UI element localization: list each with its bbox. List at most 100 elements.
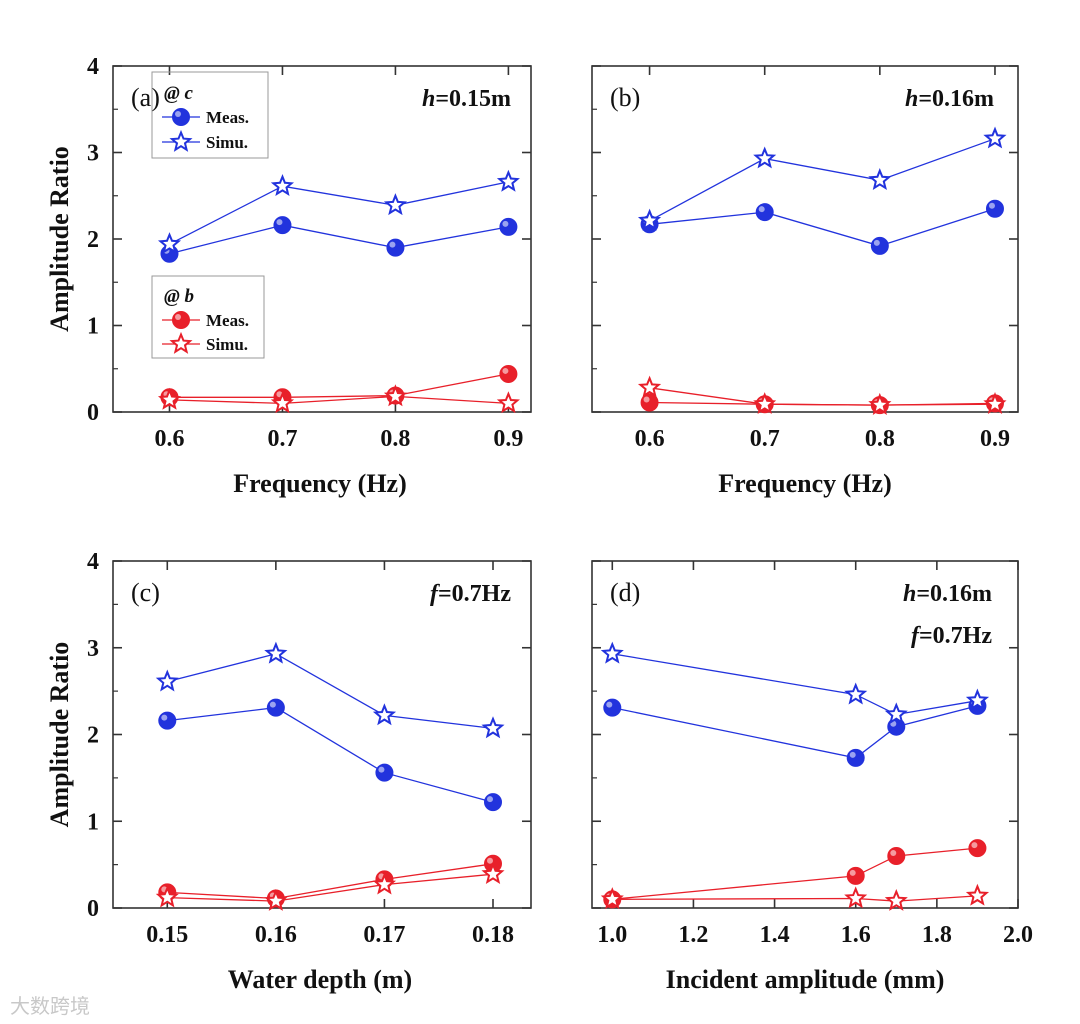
legend-box	[151, 71, 269, 159]
data-point	[965, 688, 990, 711]
annotation: f=0.7Hz	[430, 581, 511, 607]
data-point	[496, 169, 520, 192]
data-point	[155, 669, 179, 692]
data-point	[884, 888, 908, 911]
data-point	[983, 126, 1007, 149]
x-axis-title: Incident amplitude (mm)	[666, 965, 945, 994]
x-tick-label: 0.6	[154, 426, 184, 452]
panel-tag: (d)	[610, 578, 640, 607]
series-line	[649, 138, 996, 222]
series-red-star	[637, 375, 1007, 415]
data-point	[603, 698, 622, 717]
data-point	[968, 839, 987, 858]
data-point	[983, 392, 1007, 415]
panel-tag: (b)	[610, 83, 640, 112]
x-tick-label: 2.0	[1003, 922, 1033, 948]
series-line	[649, 387, 996, 406]
data-point	[884, 702, 908, 725]
legend-label-meas: Meas.	[206, 108, 249, 127]
data-point	[755, 203, 774, 222]
data-point	[844, 886, 868, 909]
data-point	[499, 217, 518, 236]
legend-label-simu: Simu.	[206, 133, 248, 152]
x-tick-label: 0.6	[635, 426, 665, 452]
annotation: h=0.16m	[905, 86, 994, 112]
x-tick-label: 1.6	[841, 922, 871, 948]
data-point	[887, 846, 906, 865]
x-tick-label: 0.9	[493, 426, 523, 452]
data-point	[753, 392, 777, 415]
series-line	[169, 181, 509, 245]
data-point	[481, 862, 505, 885]
x-tick-label: 0.17	[363, 922, 405, 948]
data-point	[965, 883, 990, 906]
legend-b: @ b Meas. Simu.	[151, 275, 265, 359]
series-red-circle	[603, 839, 987, 909]
data-point	[637, 375, 662, 398]
x-axis-title: Frequency (Hz)	[233, 469, 407, 498]
x-axis-title: Water depth (m)	[228, 965, 412, 994]
panel-d: 1.0 1.2 1.4 1.6 1.8 2.0 Incident amplitude (mm…	[591, 560, 1033, 994]
series-line	[169, 373, 509, 398]
y-axis-title: Amplitude Ratio	[45, 642, 74, 828]
series-blue-star	[637, 126, 1007, 231]
legend-label-simu: Simu.	[206, 335, 248, 354]
data-point	[155, 885, 179, 908]
series-red-circle	[640, 393, 1004, 415]
x-tick-label: 1.2	[678, 922, 708, 948]
data-point	[372, 703, 397, 726]
data-point	[844, 682, 868, 705]
x-tick-label: 0.9	[980, 426, 1010, 452]
data-point	[375, 763, 394, 782]
data-point	[266, 698, 285, 717]
data-point	[600, 641, 624, 664]
series-blue-star	[600, 641, 990, 725]
data-point	[640, 393, 659, 412]
panel-a: 0 1 2 3 4 0.6 0.7 0.8 0.9 Frequency (Hz) Amplitude…	[45, 54, 532, 498]
x-tick-label: 0.15	[146, 922, 188, 948]
y-tick-label: 2	[87, 723, 99, 749]
data-point	[868, 392, 892, 415]
annotation: f=0.7Hz	[911, 623, 992, 649]
x-axis-title: Frequency (Hz)	[718, 469, 892, 498]
series-line	[167, 653, 494, 730]
data-point	[157, 232, 182, 255]
y-tick-label: 0	[87, 400, 99, 426]
data-point	[270, 391, 295, 414]
series-red-star	[155, 862, 505, 911]
series-line	[612, 653, 978, 716]
x-tick-label: 0.16	[255, 922, 297, 948]
legend-marker-circle	[172, 108, 190, 126]
series-blue-star	[157, 169, 520, 255]
data-point	[270, 174, 295, 197]
data-point	[481, 716, 505, 739]
x-tick-label: 0.18	[472, 922, 514, 948]
panel-b: 0.6 0.7 0.8 0.9 Frequency (Hz) (b) h=0.16m	[591, 65, 1019, 498]
series-blue-circle	[160, 216, 518, 263]
x-tick-label: 1.8	[922, 922, 952, 948]
legend-marker-circle	[172, 311, 190, 329]
series-red-star	[600, 883, 990, 911]
x-tick-label: 0.7	[750, 426, 780, 452]
y-tick-label: 3	[87, 141, 99, 167]
series-line	[167, 873, 494, 902]
data-point	[846, 748, 865, 767]
legend-marker-star	[169, 129, 193, 152]
series-blue-circle	[603, 696, 987, 767]
y-tick-label: 3	[87, 636, 99, 662]
legend-label-meas: Meas.	[206, 311, 249, 330]
y-axis-title: Amplitude Ratio	[45, 146, 74, 332]
plot-frame	[591, 65, 1019, 413]
data-point	[499, 364, 518, 383]
series-line	[167, 863, 494, 900]
data-point	[264, 888, 288, 911]
panel-tag: (c)	[131, 578, 160, 607]
panel-tag: (a)	[131, 83, 160, 112]
data-point	[383, 193, 408, 216]
panel-c: 0 1 2 3 4 0.15 0.16 0.17 0.18 Water depth (m) Ampl…	[45, 549, 532, 994]
legend-box	[151, 275, 265, 359]
series-line	[169, 224, 509, 255]
legend-heading: @ c	[164, 83, 194, 104]
x-tick-label: 1.4	[760, 922, 790, 948]
legend-marker-star	[169, 331, 193, 354]
